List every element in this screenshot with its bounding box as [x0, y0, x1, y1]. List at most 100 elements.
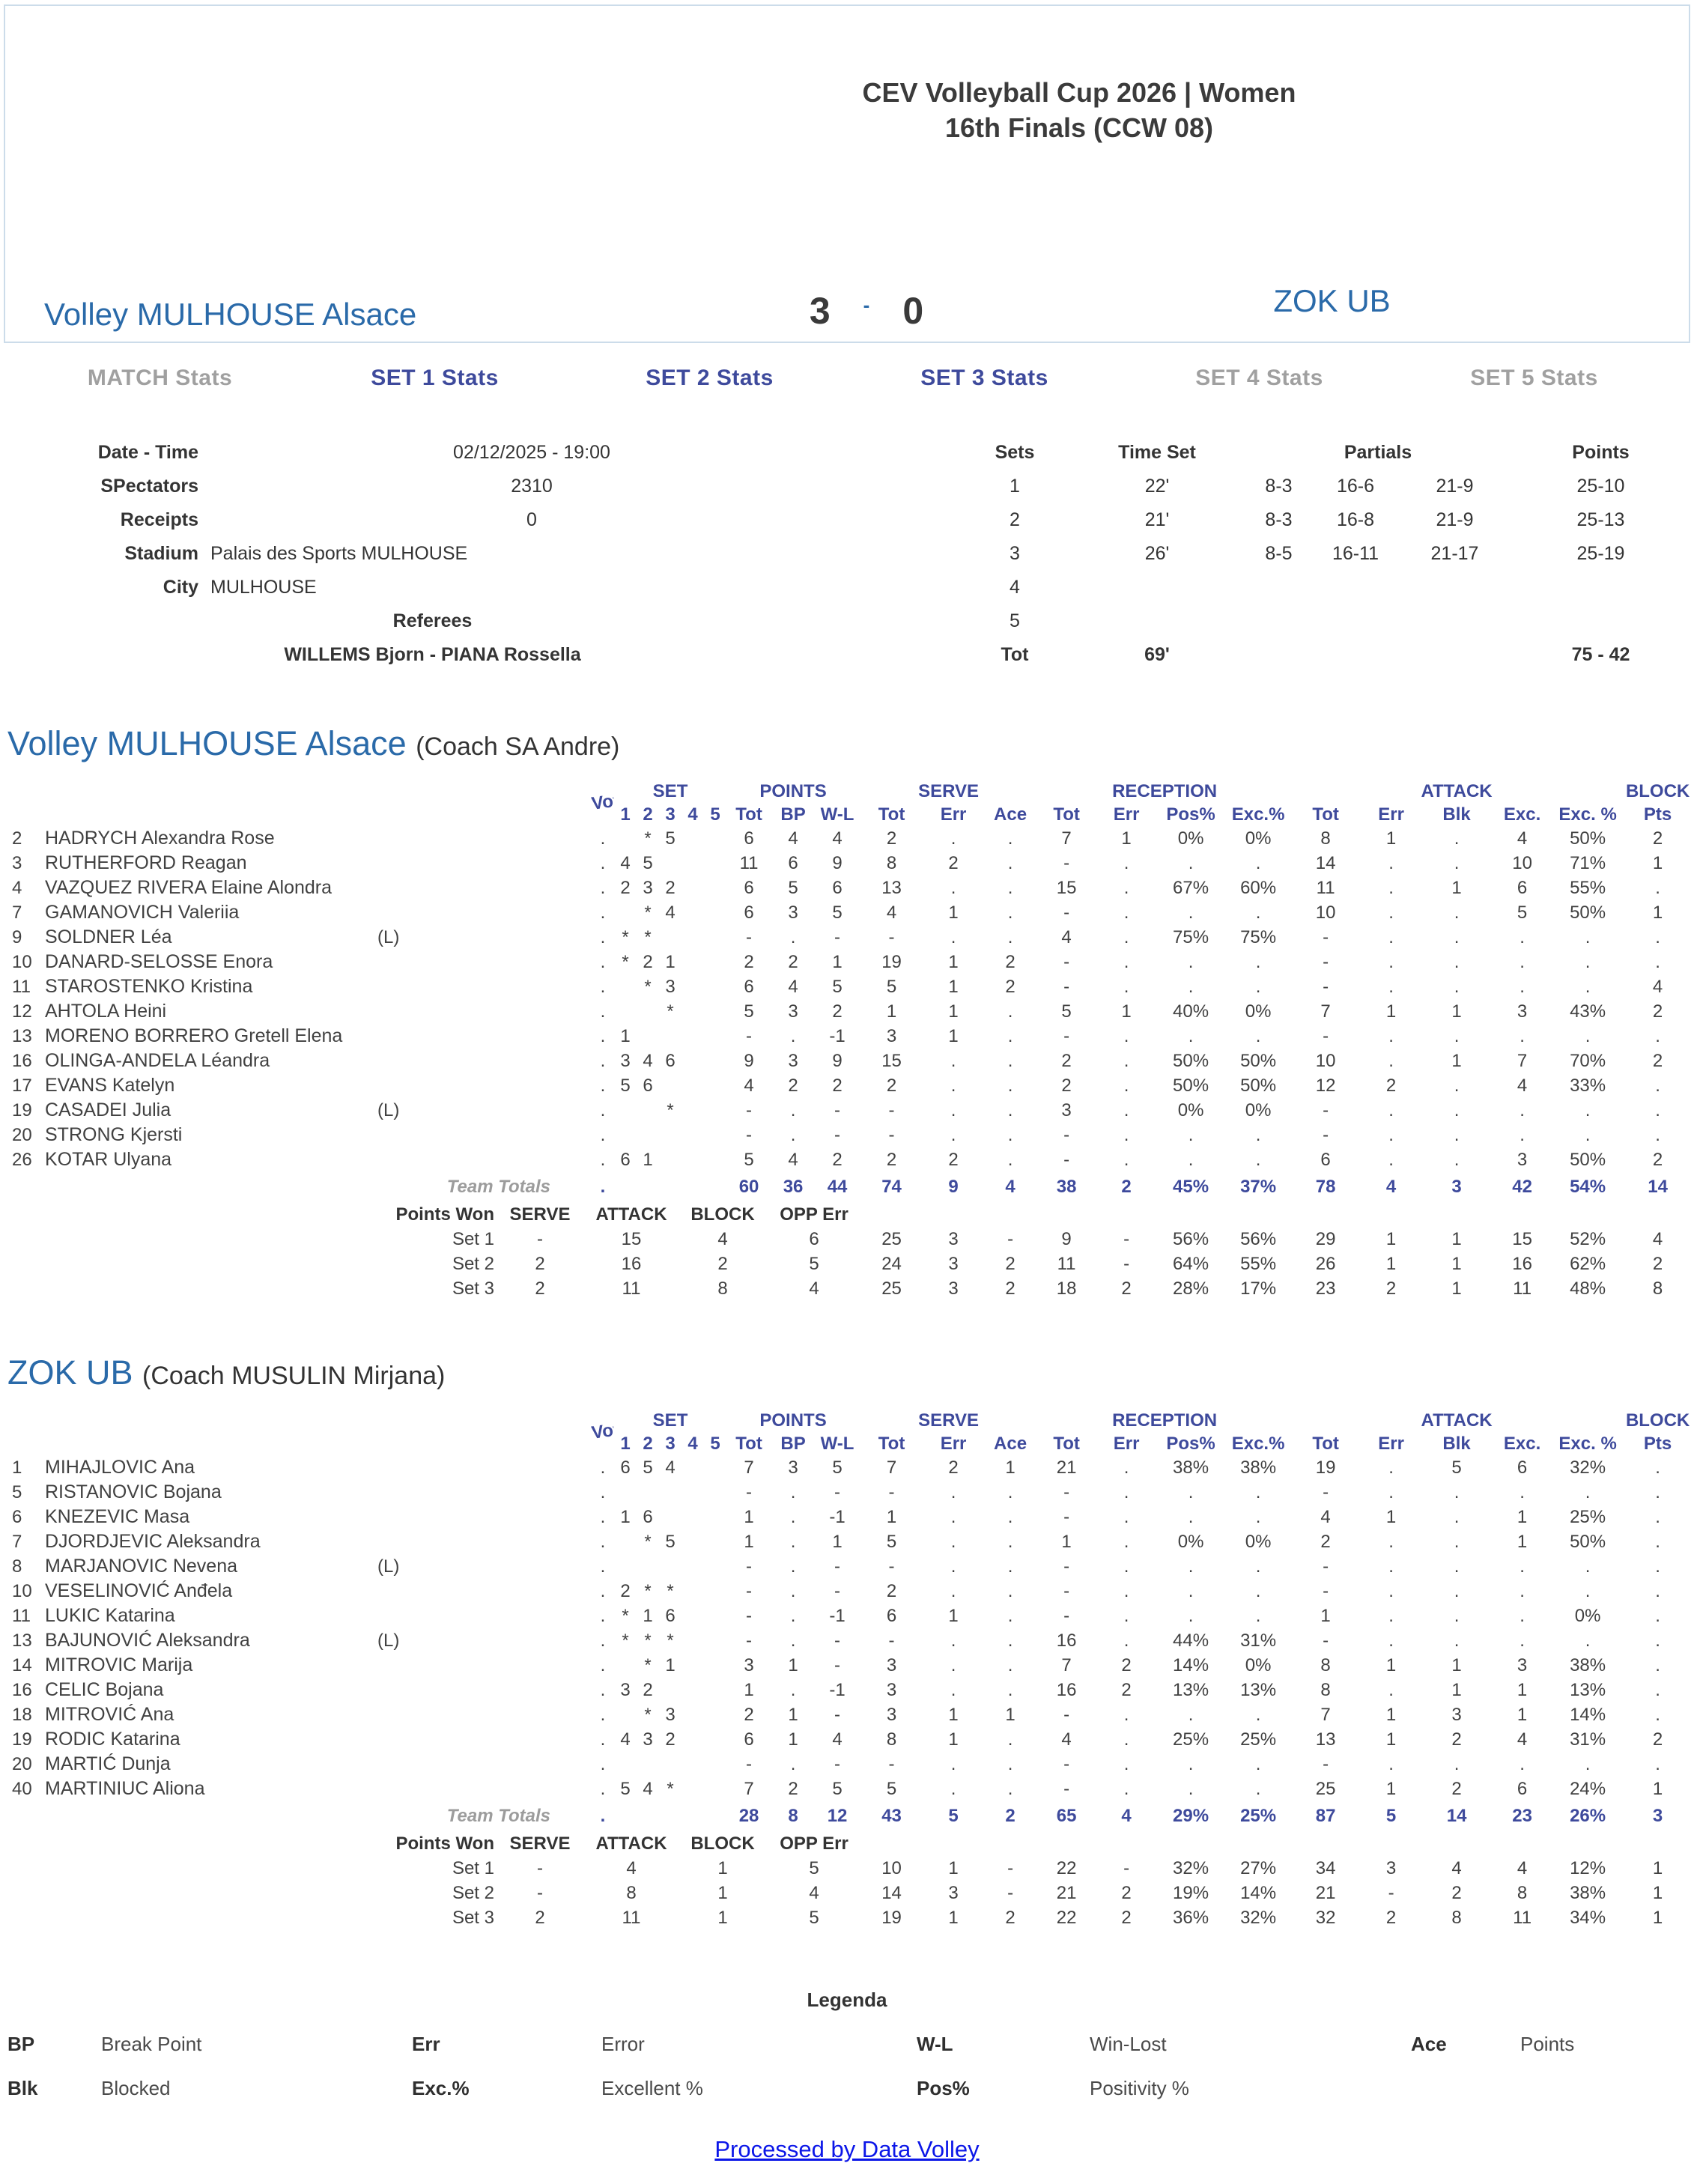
stat-cell: 8: [886, 1729, 897, 1750]
stat-cell: 6: [1517, 1779, 1528, 1799]
stat-cell: .: [950, 1100, 956, 1120]
table-group-header-row: Vote SET POINTS SERVE RECEPTION ATTACK BLOCK: [0, 1409, 1694, 1443]
tab-set-3-stats[interactable]: SET 3 Stats: [920, 365, 1048, 390]
stat-cell: 3: [620, 1051, 631, 1071]
stat-cell: 2: [665, 1729, 676, 1750]
stat-cell: .: [1255, 1482, 1261, 1502]
stat-cell: .: [1520, 1754, 1525, 1774]
points-won-cell: 1: [717, 1908, 728, 1928]
stat-cell: 34: [1315, 1858, 1336, 1878]
set-summary-row: 3 26' 8-5 16-11 21-17 25-19: [959, 537, 1689, 571]
stat-cell: .: [1007, 1581, 1013, 1601]
stat-cell: -: [1063, 1779, 1070, 1799]
stat-cell: .: [1585, 952, 1591, 972]
stat-cell: .: [1123, 1532, 1129, 1552]
stat-cell: 5: [886, 977, 897, 997]
stat-cell: 3: [948, 1229, 959, 1249]
stat-cell: -: [1323, 1482, 1329, 1502]
player-row: 6 KNEZEVIC Masa. 1 6 1. -1 1.. -... 4 1. 1 25%.: [0, 1505, 1694, 1529]
title-block: CEV Volleyball Cup 2026 | Women 16th Fin…: [5, 75, 1689, 145]
stat-cell: .: [1655, 1076, 1660, 1096]
set-summary-cell: [1243, 571, 1314, 604]
stat-cell: .: [1388, 1482, 1394, 1502]
player-number: 8: [12, 1556, 22, 1577]
tab-set-5-stats[interactable]: SET 5 Stats: [1470, 365, 1598, 390]
stat-cell: [704, 1049, 726, 1073]
stat-cell: .: [1123, 1729, 1129, 1750]
stat-cell: .: [1255, 1606, 1261, 1626]
stat-cell: .: [600, 1581, 606, 1601]
libero-flag: (L): [377, 1631, 400, 1651]
stat-cell: 14: [881, 1883, 902, 1903]
stat-cell: .: [1585, 1482, 1591, 1502]
stat-cell: 4: [1652, 1229, 1663, 1249]
stat-cell: 26%: [1570, 1806, 1606, 1826]
player-name: BAJUNOVIĆ Aleksandra: [45, 1630, 250, 1651]
player-number: 16: [12, 1051, 32, 1071]
player-number: 10: [12, 1581, 32, 1601]
legend-value: Positivity %: [1090, 2077, 1189, 2099]
stat-cell: [659, 1678, 681, 1702]
stat-cell: -: [834, 1100, 841, 1120]
stat-cell: *: [644, 1705, 652, 1725]
player-row: 10 DANARD-SELOSSE Enora. * 2 1 2 2 1 19 1 2-... -..…: [0, 950, 1694, 974]
stat-cell: .: [1188, 1556, 1194, 1577]
stat-cell: 0%: [1574, 1606, 1601, 1626]
libero-flag: [352, 1480, 592, 1505]
stat-cell: 2: [1385, 1076, 1397, 1096]
stat-cell: 15: [1056, 878, 1077, 898]
stat-cell: [659, 1024, 681, 1049]
stat-cell: .: [1655, 1125, 1660, 1145]
stat-cell: .: [1454, 1581, 1460, 1601]
tab-set-2-stats[interactable]: SET 2 Stats: [646, 365, 774, 390]
stat-cell: 10: [1315, 903, 1336, 923]
stat-cell: .: [1520, 1606, 1525, 1626]
stat-cell: -: [888, 1631, 895, 1651]
tab-set-1-stats[interactable]: SET 1 Stats: [371, 365, 499, 390]
legend-key: Err: [412, 2033, 440, 2055]
stat-cell: .: [1388, 1150, 1394, 1170]
stat-cell: 19: [1315, 1457, 1336, 1478]
player-name: MORENO BORRERO Gretell Elena: [45, 1025, 343, 1046]
stat-cell: 36%: [1173, 1908, 1209, 1928]
vote-column-header: Vote: [590, 789, 618, 814]
stat-cell: 1: [948, 1858, 959, 1878]
stat-cell: [614, 1653, 637, 1678]
stat-cell: -: [834, 1581, 841, 1601]
tab-set-4-stats[interactable]: SET 4 Stats: [1195, 365, 1323, 390]
stat-cell: 87: [1315, 1806, 1336, 1826]
stat-cell: .: [1520, 1631, 1525, 1651]
team-stats-table: Vote SET POINTS SERVE RECEPTION ATTACK BLOCK 1 2…: [0, 1409, 1694, 1930]
legend-value: Points: [1520, 2033, 1575, 2055]
stat-cell: .: [1454, 1026, 1460, 1046]
stat-cell: 16: [1512, 1254, 1532, 1274]
stat-cell: 4: [1121, 1806, 1132, 1826]
stat-cell: 14%: [1173, 1655, 1209, 1675]
column-header: 5: [710, 804, 720, 825]
stat-cell: -: [888, 1125, 895, 1145]
stat-cell: 3: [1451, 1705, 1462, 1725]
stat-cell: .: [600, 1125, 606, 1145]
city-value: MULHOUSE: [210, 577, 317, 598]
stat-cell: 6: [620, 1457, 631, 1478]
stat-cell: .: [600, 952, 606, 972]
stat-cell: [659, 925, 681, 950]
stat-cell: 6: [744, 1729, 754, 1750]
data-volley-link[interactable]: Processed by Data Volley: [714, 2136, 980, 2162]
date-time-label: Date - Time: [97, 442, 198, 463]
stat-cell: 25: [881, 1229, 902, 1249]
stat-cell: .: [1655, 927, 1660, 947]
set-summary-cell: 69': [1144, 644, 1170, 665]
stat-cell: *: [667, 1581, 674, 1601]
tab-match-stats[interactable]: MATCH Stats: [87, 365, 233, 390]
points-won-cell: 6: [809, 1229, 819, 1249]
stat-cell: .: [1123, 853, 1129, 873]
points-won-cell: 2: [717, 1254, 728, 1274]
set-summary-cell: 25-13: [1576, 509, 1625, 530]
set-breakdown-row: Set 1 - 15 4 6 25 3 - 9 - 56% 56% 29 1 1 15 52% 4: [0, 1227, 1694, 1252]
stat-cell: -: [1323, 1125, 1329, 1145]
set-summary-cell: [1513, 604, 1689, 638]
stat-cell: 3: [643, 878, 653, 898]
stat-cell: 5: [1517, 903, 1528, 923]
set-summary-cell: [1314, 604, 1397, 638]
